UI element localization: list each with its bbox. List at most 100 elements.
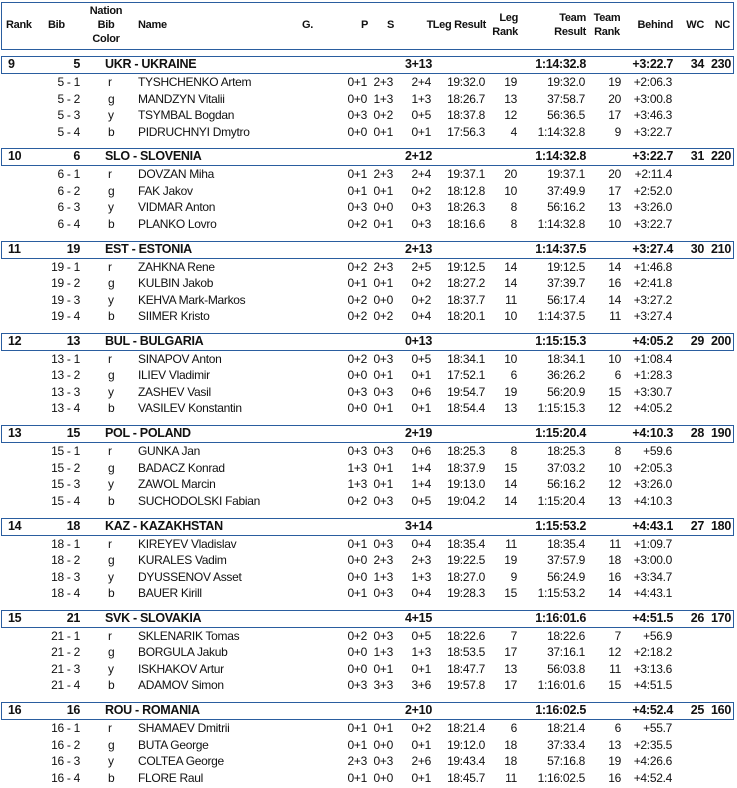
athlete-row: 15 - 1 r GUNKA Jan 0+3 0+3 0+6 18:25.3 8 18:25.3…	[1, 443, 734, 460]
team-behind: +4:52.4	[632, 703, 673, 718]
athlete-behind: +2:18.2	[633, 645, 673, 660]
team-behind: +4:05.2	[632, 333, 673, 348]
athlete-bib-color: r	[108, 167, 112, 182]
athlete-leg-rank: 8	[510, 200, 518, 215]
team-result: 1:15:15.3	[535, 333, 586, 348]
athlete-behind: +3:27.2	[633, 292, 673, 307]
athlete-bib: 19 - 1	[51, 259, 80, 274]
athlete-team-rank: 11	[609, 661, 621, 676]
athlete-name: PIDRUCHNYI Dmytro	[138, 124, 250, 139]
athlete-prone: 0+1	[347, 167, 368, 182]
athlete-name: TYSHCHENKO Artem	[138, 75, 252, 89]
athlete-leg-result: 17:52.1	[447, 368, 485, 383]
athlete-leg-rank: 13	[504, 91, 517, 106]
athlete-leg-result: 19:13.0	[447, 477, 485, 492]
athlete-prone: 0+0	[347, 661, 368, 676]
athlete-leg-result: 19:57.8	[447, 678, 485, 693]
athlete-bib-color: b	[108, 493, 115, 508]
athlete-row: 21 - 1 r SKLENARIK Tomas 0+2 0+3 0+5 18:22.6 7 1…	[1, 628, 734, 645]
athlete-team-result: 18:25.3	[547, 444, 585, 459]
athlete-leg-result: 18:16.6	[447, 216, 485, 231]
athlete-team-rank: 16	[608, 276, 621, 291]
team-result: 1:15:20.4	[535, 426, 586, 441]
athlete-bib-color: r	[108, 75, 112, 89]
athlete-team-result: 36:26.2	[547, 368, 585, 383]
athlete-shooting-total: 0+1	[411, 368, 432, 383]
athlete-leg-result: 18:35.4	[447, 536, 485, 551]
athlete-team-rank: 11	[609, 309, 621, 324]
team-row: 9 5 UKR - UKRAINE 3+13 1:14:32.8 +3:22.7 34 230	[1, 56, 734, 74]
athlete-standing: 0+1	[373, 368, 394, 383]
athlete-name: BADACZ Konrad	[138, 460, 225, 475]
athlete-standing: 1+3	[373, 569, 394, 584]
athlete-team-result: 37:57.9	[547, 553, 585, 567]
athlete-bib: 18 - 3	[51, 569, 80, 584]
athlete-standing: 1+3	[373, 91, 394, 106]
team-rank: 11	[8, 241, 21, 256]
team-rank: 12	[8, 333, 22, 348]
athlete-standing: 0+1	[373, 401, 394, 416]
team-shooting-total: 2+13	[405, 241, 432, 256]
header-bib: Bib	[48, 19, 65, 31]
team-behind: +4:43.1	[632, 518, 673, 533]
athlete-team-rank: 14	[608, 292, 621, 307]
athlete-team-result: 19:12.5	[547, 259, 585, 274]
athlete-team-rank: 17	[608, 183, 621, 198]
athlete-prone: 0+2	[347, 216, 368, 231]
athlete-leg-result: 18:26.7	[447, 91, 485, 106]
team-rank: 13	[8, 426, 22, 441]
athlete-bib: 15 - 2	[51, 460, 80, 475]
athlete-leg-rank: 14	[504, 276, 517, 291]
athlete-row: 21 - 3 y ISKHAKOV Artur 0+0 0+1 0+1 18:47.7 13 5…	[1, 661, 734, 678]
athlete-standing: 2+3	[373, 259, 394, 274]
athlete-leg-result: 18:21.4	[447, 721, 485, 736]
team-rank: 15	[8, 610, 22, 625]
athlete-row: 6 - 1 r DOVZAN Miha 0+1 2+3 2+4 19:37.1 20 19:37…	[1, 166, 734, 183]
athlete-team-result: 56:20.9	[547, 384, 585, 399]
athlete-shooting-total: 0+4	[411, 586, 432, 600]
athlete-shooting-total: 0+5	[411, 493, 432, 508]
athlete-behind: +3:34.7	[633, 569, 673, 584]
athlete-leg-rank: 10	[504, 351, 517, 366]
athlete-shooting-total: 2+5	[411, 259, 432, 274]
athlete-standing: 0+3	[373, 628, 394, 643]
athlete-leg-result: 18:25.3	[447, 444, 485, 459]
team-nation: UKR - UKRAINE	[105, 57, 197, 71]
header-behind: Behind	[637, 19, 674, 31]
athlete-bib: 6 - 1	[57, 167, 80, 182]
athlete-team-rank: 10	[608, 351, 621, 366]
athlete-prone: 0+1	[347, 770, 368, 785]
team-bib: 16	[66, 703, 81, 718]
athlete-name: KULBIN Jakob	[138, 276, 214, 291]
athlete-bib: 15 - 1	[51, 444, 80, 459]
athlete-name: BAUER Kirill	[138, 586, 202, 600]
athlete-leg-rank: 10	[504, 183, 517, 198]
team-row: 16 16 ROU - ROMANIA 2+10 1:16:02.5 +4:52.4 25 1…	[1, 702, 734, 721]
athlete-bib: 19 - 3	[51, 292, 80, 307]
athlete-name: VIDMAR Anton	[138, 200, 216, 215]
athlete-team-rank: 14	[608, 586, 621, 600]
athlete-shooting-total: 1+3	[411, 91, 432, 106]
athlete-shooting-total: 0+5	[411, 628, 432, 643]
athlete-bib: 21 - 1	[51, 628, 80, 643]
team-result: 1:14:37.5	[535, 241, 586, 256]
athlete-shooting-total: 0+1	[411, 770, 432, 785]
athlete-row: 19 - 2 g KULBIN Jakob 0+1 0+1 0+2 18:27.2 14 37:…	[1, 275, 734, 292]
athlete-team-result: 37:39.7	[547, 276, 585, 291]
athlete-team-result: 19:32.0	[547, 75, 585, 89]
athlete-row: 6 - 4 b PLANKO Lovro 0+2 0+1 0+3 18:16.6 8 1:14:…	[1, 216, 734, 233]
header-nc: NC	[714, 19, 731, 31]
header-leg-rank-2: Rank	[492, 26, 518, 38]
athlete-leg-rank: 13	[504, 661, 517, 676]
team-shooting-total: 4+15	[405, 610, 432, 625]
team-row: 10 6 SLO - SLOVENIA 2+12 1:14:32.8 +3:22.7 31 2…	[1, 148, 734, 167]
athlete-standing: 0+2	[373, 309, 394, 324]
athlete-bib: 18 - 4	[51, 586, 80, 600]
athlete-leg-result: 19:37.1	[447, 167, 485, 182]
athlete-leg-result: 19:32.0	[447, 75, 485, 89]
athlete-bib: 19 - 2	[51, 276, 80, 291]
athlete-leg-result: 18:47.7	[447, 661, 485, 676]
athlete-shooting-total: 0+2	[411, 276, 432, 291]
athlete-standing: 0+1	[373, 477, 394, 492]
athlete-behind: +3:22.7	[633, 216, 673, 231]
